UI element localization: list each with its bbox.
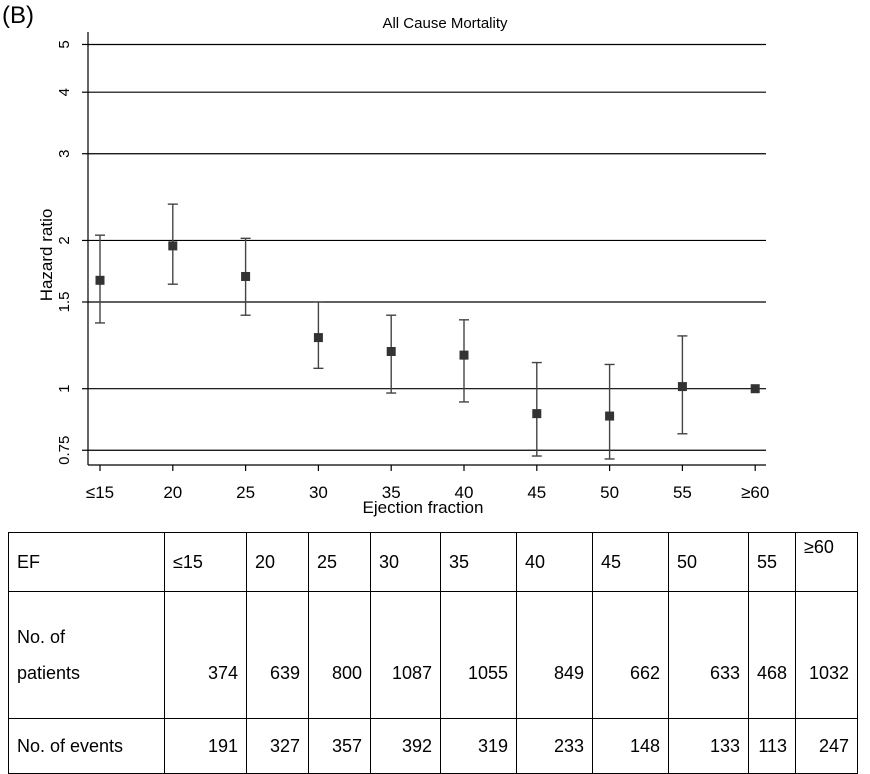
point-estimate (532, 409, 542, 419)
x-tick-label: 35 (382, 483, 401, 502)
patients-cell: 800 (308, 591, 371, 719)
events-cell: 113 (747, 718, 797, 774)
events-cell: 392 (370, 718, 441, 774)
events-cell: 191 (164, 718, 247, 774)
y-tick-label: 2 (56, 236, 73, 244)
point-estimate (95, 275, 105, 285)
events-cell: 247 (795, 718, 859, 774)
point-estimate (750, 384, 760, 394)
patients-cell: 468 (747, 591, 797, 719)
x-tick-label: 50 (600, 483, 619, 502)
events-cell: 133 (668, 718, 749, 774)
x-tick-label: ≤15 (86, 483, 114, 502)
events-cell: 327 (246, 718, 309, 774)
patients-cell: 639 (246, 591, 309, 719)
point-estimate (386, 347, 396, 357)
point-estimate (313, 333, 323, 343)
patients-cell: 1032 (795, 591, 859, 719)
x-tick-label: 20 (163, 483, 182, 502)
patients-cell: 633 (668, 591, 749, 719)
table-header-cell: 50 (668, 532, 749, 592)
point-estimate (241, 271, 251, 281)
table-header-cell: 35 (440, 532, 517, 592)
events-cell: 233 (516, 718, 593, 774)
events-row-label: No. of events (8, 718, 165, 774)
x-tick-label: 25 (236, 483, 255, 502)
y-axis-ticks: 0.75 1 1.5 2 3 4 5 (56, 40, 88, 465)
table-header-cell: 25 (308, 532, 371, 592)
gridlines (88, 43, 766, 451)
y-tick-label: 1.5 (56, 292, 73, 313)
ef-table: EF ≤15 20 25 30 35 40 45 50 55 ≥60 No. o… (8, 532, 859, 774)
patients-cell: 1087 (370, 591, 441, 719)
y-tick-label: 3 (56, 150, 73, 158)
panel-label: (B) (2, 2, 34, 29)
point-estimate (459, 350, 469, 360)
x-axis-ticks: ≤15 20 25 30 35 40 45 50 55 ≥60 (86, 465, 769, 502)
x-axis-label: Ejection fraction (363, 498, 484, 517)
events-cell: 148 (592, 718, 669, 774)
table-header-cell: ≤15 (164, 532, 247, 592)
patients-cell: 374 (164, 591, 247, 719)
patients-cell: 662 (592, 591, 669, 719)
patients-label-line2: patients (17, 663, 81, 683)
x-tick-label: 55 (673, 483, 692, 502)
point-estimate (605, 411, 615, 421)
y-tick-label: 1 (56, 385, 73, 393)
table-header-cell: 45 (592, 532, 669, 592)
y-tick-label: 4 (56, 88, 73, 96)
y-tick-label: 0.75 (56, 436, 73, 465)
table-header-cell: ≥60 (795, 532, 859, 592)
table-header-cell: EF (8, 532, 165, 592)
point-estimate (677, 382, 687, 392)
x-tick-label: ≥60 (741, 483, 769, 502)
point-estimate (168, 241, 178, 251)
patients-label-line1: No. of (17, 627, 66, 647)
x-tick-label: 30 (309, 483, 328, 502)
chart-title: All Cause Mortality (382, 15, 508, 32)
patients-cell: 1055 (440, 591, 517, 719)
x-tick-label: 45 (527, 483, 546, 502)
table-row-patients: No. of patients 374 639 800 1087 1055 84… (8, 591, 859, 719)
table-header-row: EF ≤15 20 25 30 35 40 45 50 55 ≥60 (8, 532, 859, 592)
y-tick-label: 5 (56, 40, 73, 48)
table-row-events: No. of events 191 327 357 392 319 233 14… (8, 718, 859, 774)
patients-row-label: No. of patients (8, 591, 165, 719)
patients-cell: 849 (516, 591, 593, 719)
table-header-cell: 30 (370, 532, 441, 592)
events-cell: 357 (308, 718, 371, 774)
table-header-cell: 40 (516, 532, 593, 592)
table-header-cell: 55 (747, 532, 797, 592)
x-tick-label: 40 (455, 483, 474, 502)
table-header-cell: 20 (246, 532, 309, 592)
y-axis-label: Hazard ratio (37, 209, 56, 302)
events-cell: 319 (440, 718, 517, 774)
data-marks (95, 203, 760, 460)
